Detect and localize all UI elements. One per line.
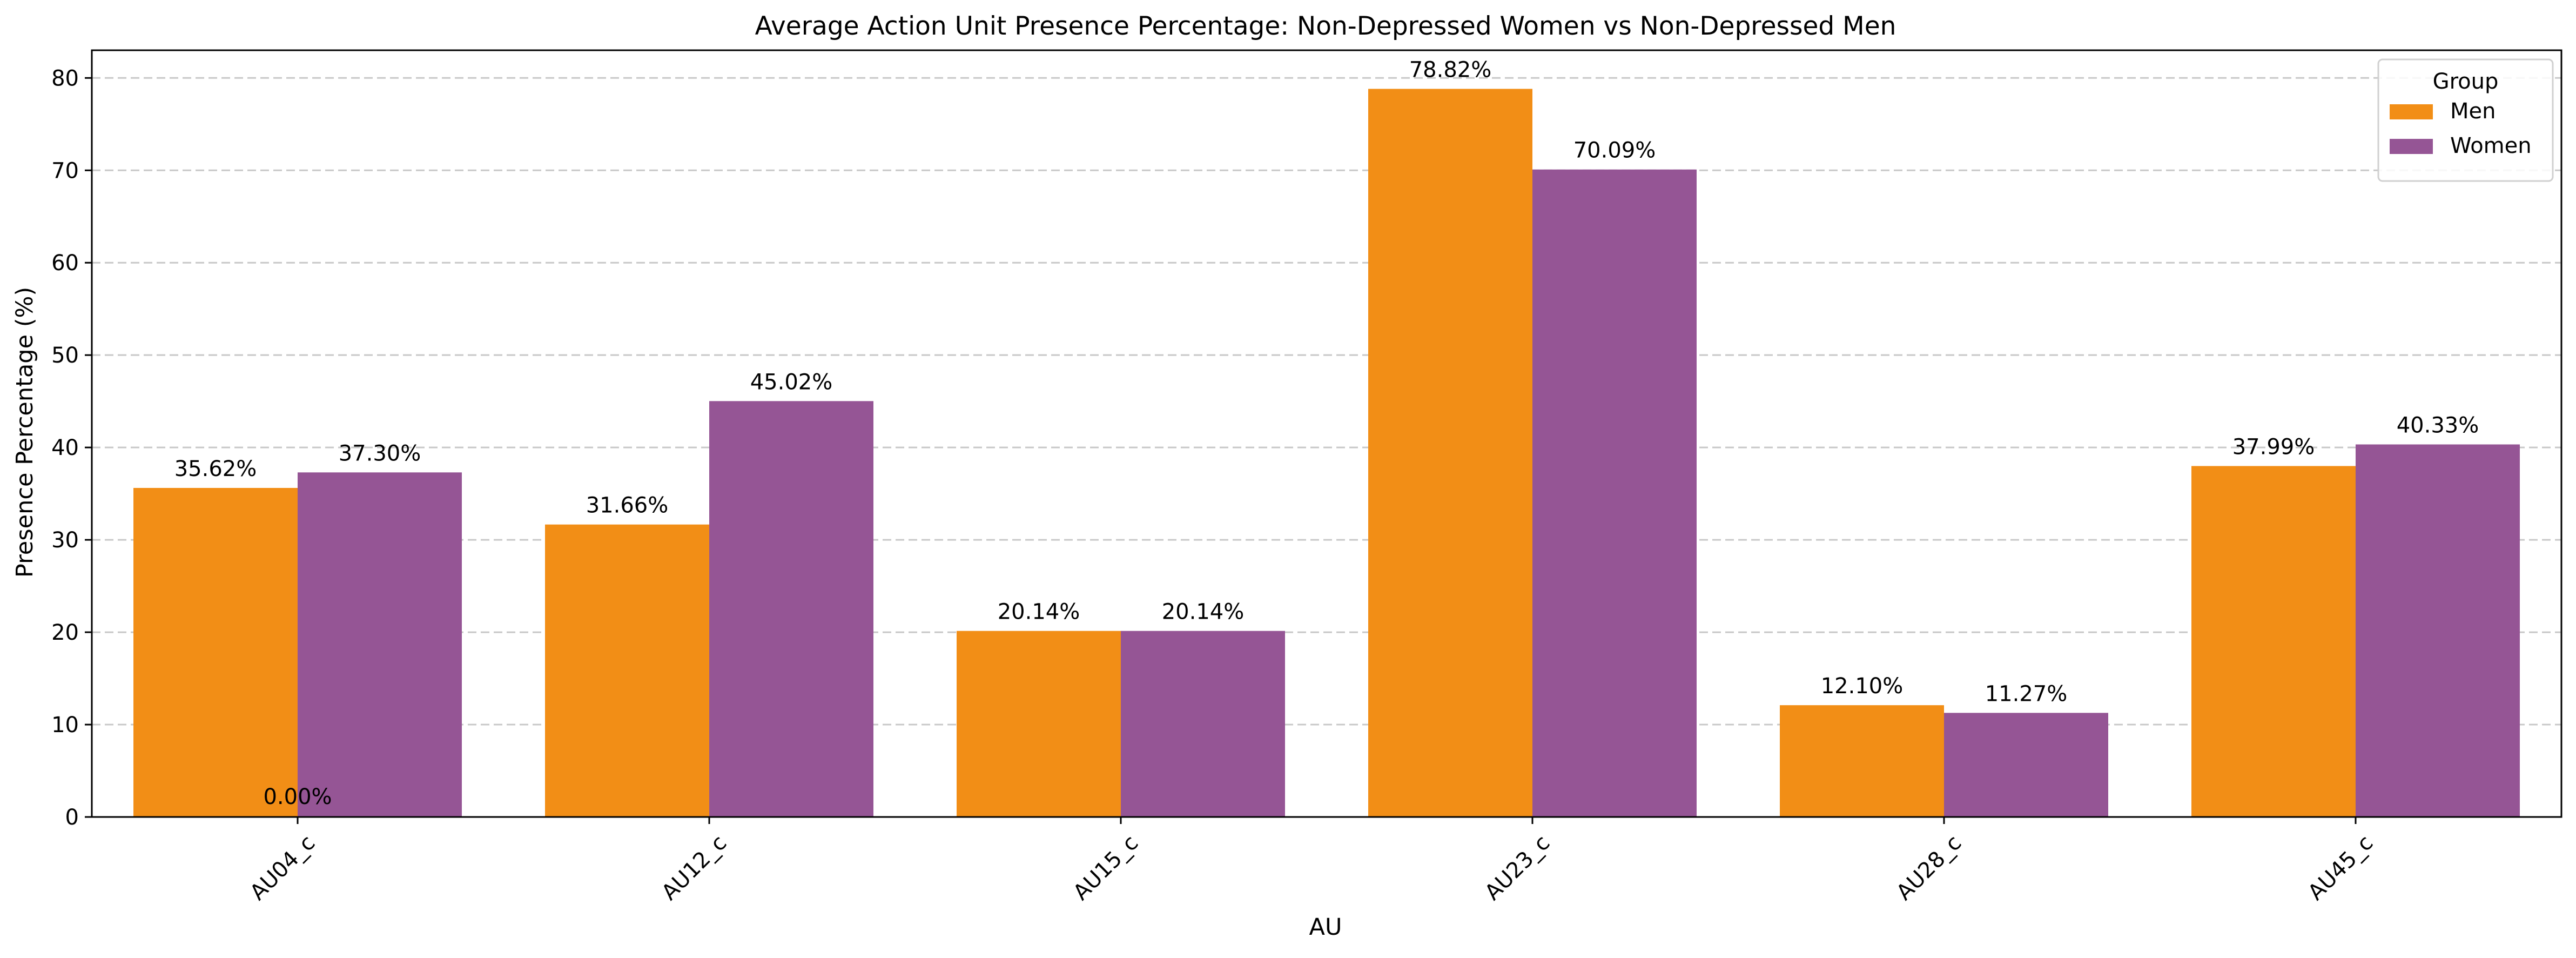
data-label: 37.99%	[2232, 435, 2315, 460]
x-axis-label: AU	[1309, 914, 1342, 941]
bar-men	[957, 631, 1121, 817]
bar-men	[133, 488, 298, 817]
y-tick-label: 70	[51, 158, 79, 183]
bar-men	[1780, 705, 1944, 817]
bars	[133, 89, 2520, 817]
y-tick-label: 0	[65, 805, 79, 830]
y-tick-label: 80	[51, 66, 79, 91]
y-axis-label: Presence Percentage (%)	[11, 287, 38, 578]
data-label: 35.62%	[174, 457, 257, 481]
legend-title: Group	[2433, 69, 2499, 94]
y-tick-label: 50	[51, 343, 79, 368]
plot-frame	[91, 49, 2562, 818]
data-label: 12.10%	[1821, 674, 1904, 699]
bar-women	[298, 472, 462, 817]
data-labels: 35.62% 37.30% 31.66% 45.02% 20.14% 20.14% 78.8…	[174, 57, 2479, 809]
data-label: 20.14%	[998, 600, 1080, 625]
bar-women	[709, 401, 873, 817]
data-label: 31.66%	[586, 493, 669, 518]
y-tick-label: 30	[51, 528, 79, 553]
bar-men	[1368, 89, 1532, 817]
bar-women	[2356, 444, 2520, 817]
y-tick-label: 10	[51, 713, 79, 738]
data-label-annotation: 0.00%	[263, 785, 332, 809]
bar-women	[1532, 169, 1697, 817]
legend-label-women: Women	[2450, 133, 2532, 158]
chart-title: Average Action Unit Presence Percentage:…	[755, 11, 1896, 41]
bar-women	[1944, 713, 2108, 817]
legend-swatch-men	[2390, 104, 2433, 119]
data-label: 11.27%	[1985, 681, 2068, 706]
data-label: 45.02%	[750, 370, 833, 394]
legend: Group Men Women	[2377, 58, 2554, 182]
legend-swatch-women	[2390, 139, 2433, 154]
y-tick-label: 40	[51, 436, 79, 460]
bar-women	[1121, 631, 1285, 817]
data-label: 20.14%	[1162, 600, 1245, 625]
data-label: 78.82%	[1409, 57, 1492, 82]
bar-men	[545, 524, 709, 817]
data-label: 40.33%	[2397, 413, 2479, 438]
legend-label-men: Men	[2450, 99, 2496, 124]
data-label: 70.09%	[1573, 138, 1656, 163]
y-tick-label: 60	[51, 251, 79, 276]
bar-men	[2191, 466, 2356, 817]
y-tick-label: 20	[51, 620, 79, 645]
data-label: 37.30%	[339, 441, 421, 466]
